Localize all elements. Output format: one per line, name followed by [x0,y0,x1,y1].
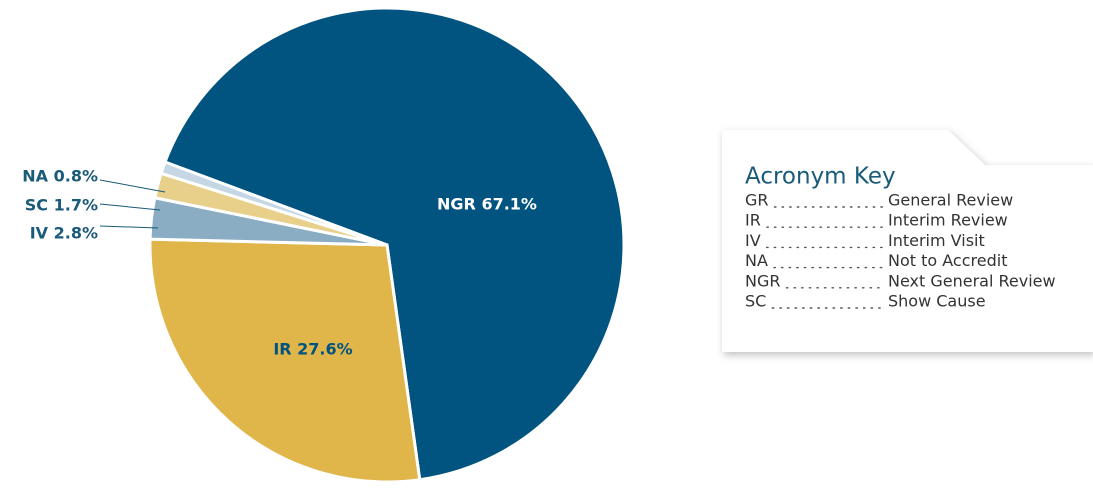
data-label: IV 2.8% [30,224,98,243]
data-label: NA 0.8% [22,167,98,186]
data-label: SC 1.7% [25,196,98,215]
key-meaning: Show Cause [888,292,986,311]
data-label: NGR 67.1% [437,195,537,214]
key-acronym: NA [745,251,768,270]
pie-slice [163,6,626,482]
key-acronym: SC [745,292,766,311]
key-title: Acronym Key [745,164,896,190]
key-box [722,130,1093,352]
key-acronym: GR [745,191,769,210]
key-meaning: Next General Review [888,271,1056,290]
key-meaning: Interim Visit [888,231,985,250]
key-acronym: IV [745,231,761,250]
leader-line [99,203,161,211]
key-meaning: General Review [888,191,1013,210]
pie-slice [159,160,388,247]
key-acronym: IR [745,211,761,230]
key-meaning: Interim Review [888,211,1008,230]
leader-line [99,179,166,193]
data-label: IR 27.6% [273,340,352,359]
key-acronym: NGR [745,271,780,290]
pie-slice [148,237,422,484]
leader-line [99,225,159,229]
key-meaning: Not to Accredit [888,251,1007,270]
